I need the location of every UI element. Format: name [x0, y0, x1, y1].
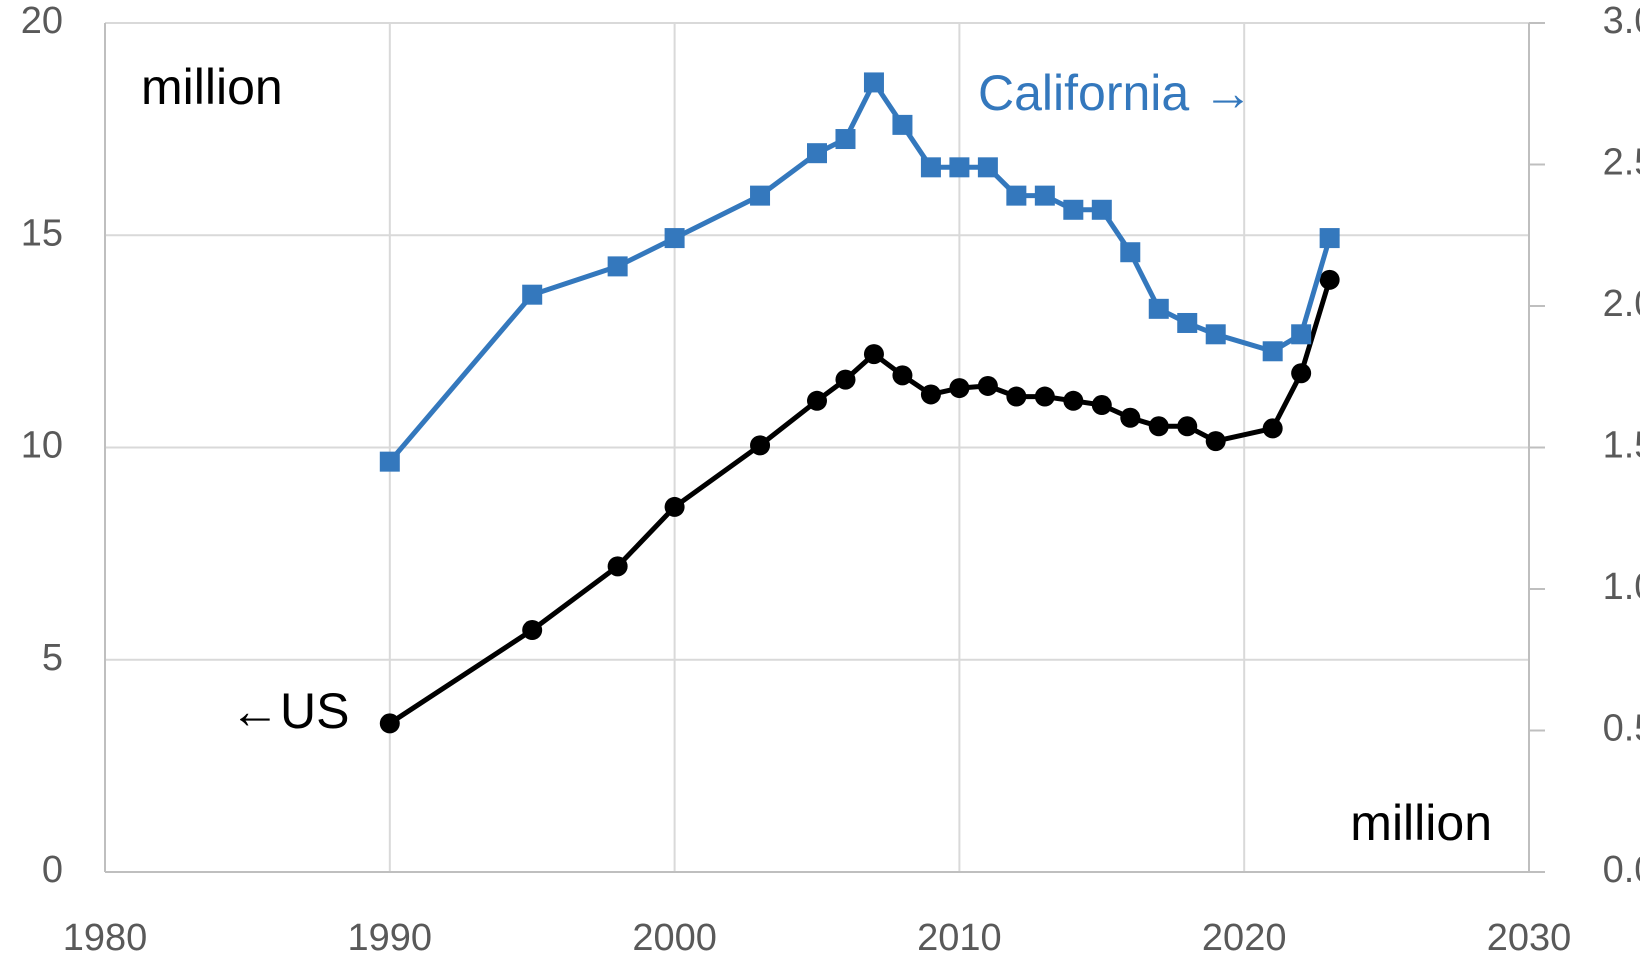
- marker: [892, 114, 913, 135]
- marker: [379, 451, 400, 472]
- y-tick-label: 10: [21, 425, 63, 467]
- annotation: million: [141, 59, 283, 115]
- marker: [977, 375, 998, 396]
- marker: [1262, 341, 1283, 362]
- y-tick-label: 20: [21, 0, 63, 42]
- marker: [664, 228, 685, 249]
- y2-tick-label: 0.0: [1603, 849, 1640, 891]
- y-tick-label: 5: [42, 637, 63, 679]
- y-tick-label: 15: [21, 212, 63, 254]
- marker: [977, 157, 998, 178]
- marker: [949, 157, 970, 178]
- marker: [379, 713, 400, 734]
- marker: [1006, 386, 1027, 407]
- y2-tick-label: 1.0: [1603, 566, 1640, 608]
- marker: [835, 129, 856, 150]
- marker: [664, 496, 685, 517]
- annotation: California →: [978, 65, 1253, 121]
- marker: [750, 185, 771, 206]
- y-tick-label: 0: [42, 849, 63, 891]
- marker: [1291, 363, 1312, 384]
- marker: [1319, 228, 1340, 249]
- marker: [607, 256, 628, 277]
- marker: [1148, 298, 1169, 319]
- marker: [1177, 312, 1198, 333]
- y2-tick-label: 0.5: [1603, 708, 1640, 750]
- y2-tick-label: 2.0: [1603, 283, 1640, 325]
- marker: [920, 384, 941, 405]
- marker: [1262, 418, 1283, 439]
- annotation: ←US: [230, 683, 349, 739]
- marker: [522, 284, 543, 305]
- x-tick-label: 1980: [63, 917, 148, 959]
- marker: [1177, 416, 1198, 437]
- marker: [1120, 407, 1141, 428]
- marker: [1006, 185, 1027, 206]
- x-tick-label: 2020: [1202, 917, 1287, 959]
- marker: [949, 378, 970, 399]
- x-tick-label: 1990: [348, 917, 433, 959]
- marker: [1091, 199, 1112, 220]
- marker: [835, 369, 856, 390]
- marker: [607, 556, 628, 577]
- marker: [1063, 390, 1084, 411]
- marker: [1205, 324, 1226, 345]
- y2-tick-label: 3.0: [1603, 0, 1640, 42]
- x-tick-label: 2030: [1487, 917, 1572, 959]
- marker: [1319, 269, 1340, 290]
- marker: [920, 157, 941, 178]
- marker: [1120, 242, 1141, 263]
- marker: [1205, 431, 1226, 452]
- marker: [1063, 199, 1084, 220]
- annotation: million: [1350, 795, 1492, 851]
- marker: [1034, 386, 1055, 407]
- marker: [750, 435, 771, 456]
- marker: [863, 72, 884, 93]
- marker: [807, 143, 827, 164]
- marker: [1291, 324, 1312, 345]
- marker: [1034, 185, 1055, 206]
- x-tick-label: 2000: [632, 917, 717, 959]
- y2-tick-label: 1.5: [1603, 425, 1640, 467]
- marker: [1148, 416, 1169, 437]
- marker: [863, 344, 884, 365]
- y2-tick-label: 2.5: [1603, 142, 1640, 184]
- marker: [1091, 395, 1112, 416]
- marker: [892, 365, 913, 386]
- x-tick-label: 2010: [917, 917, 1002, 959]
- marker: [522, 620, 543, 641]
- marker: [807, 390, 827, 411]
